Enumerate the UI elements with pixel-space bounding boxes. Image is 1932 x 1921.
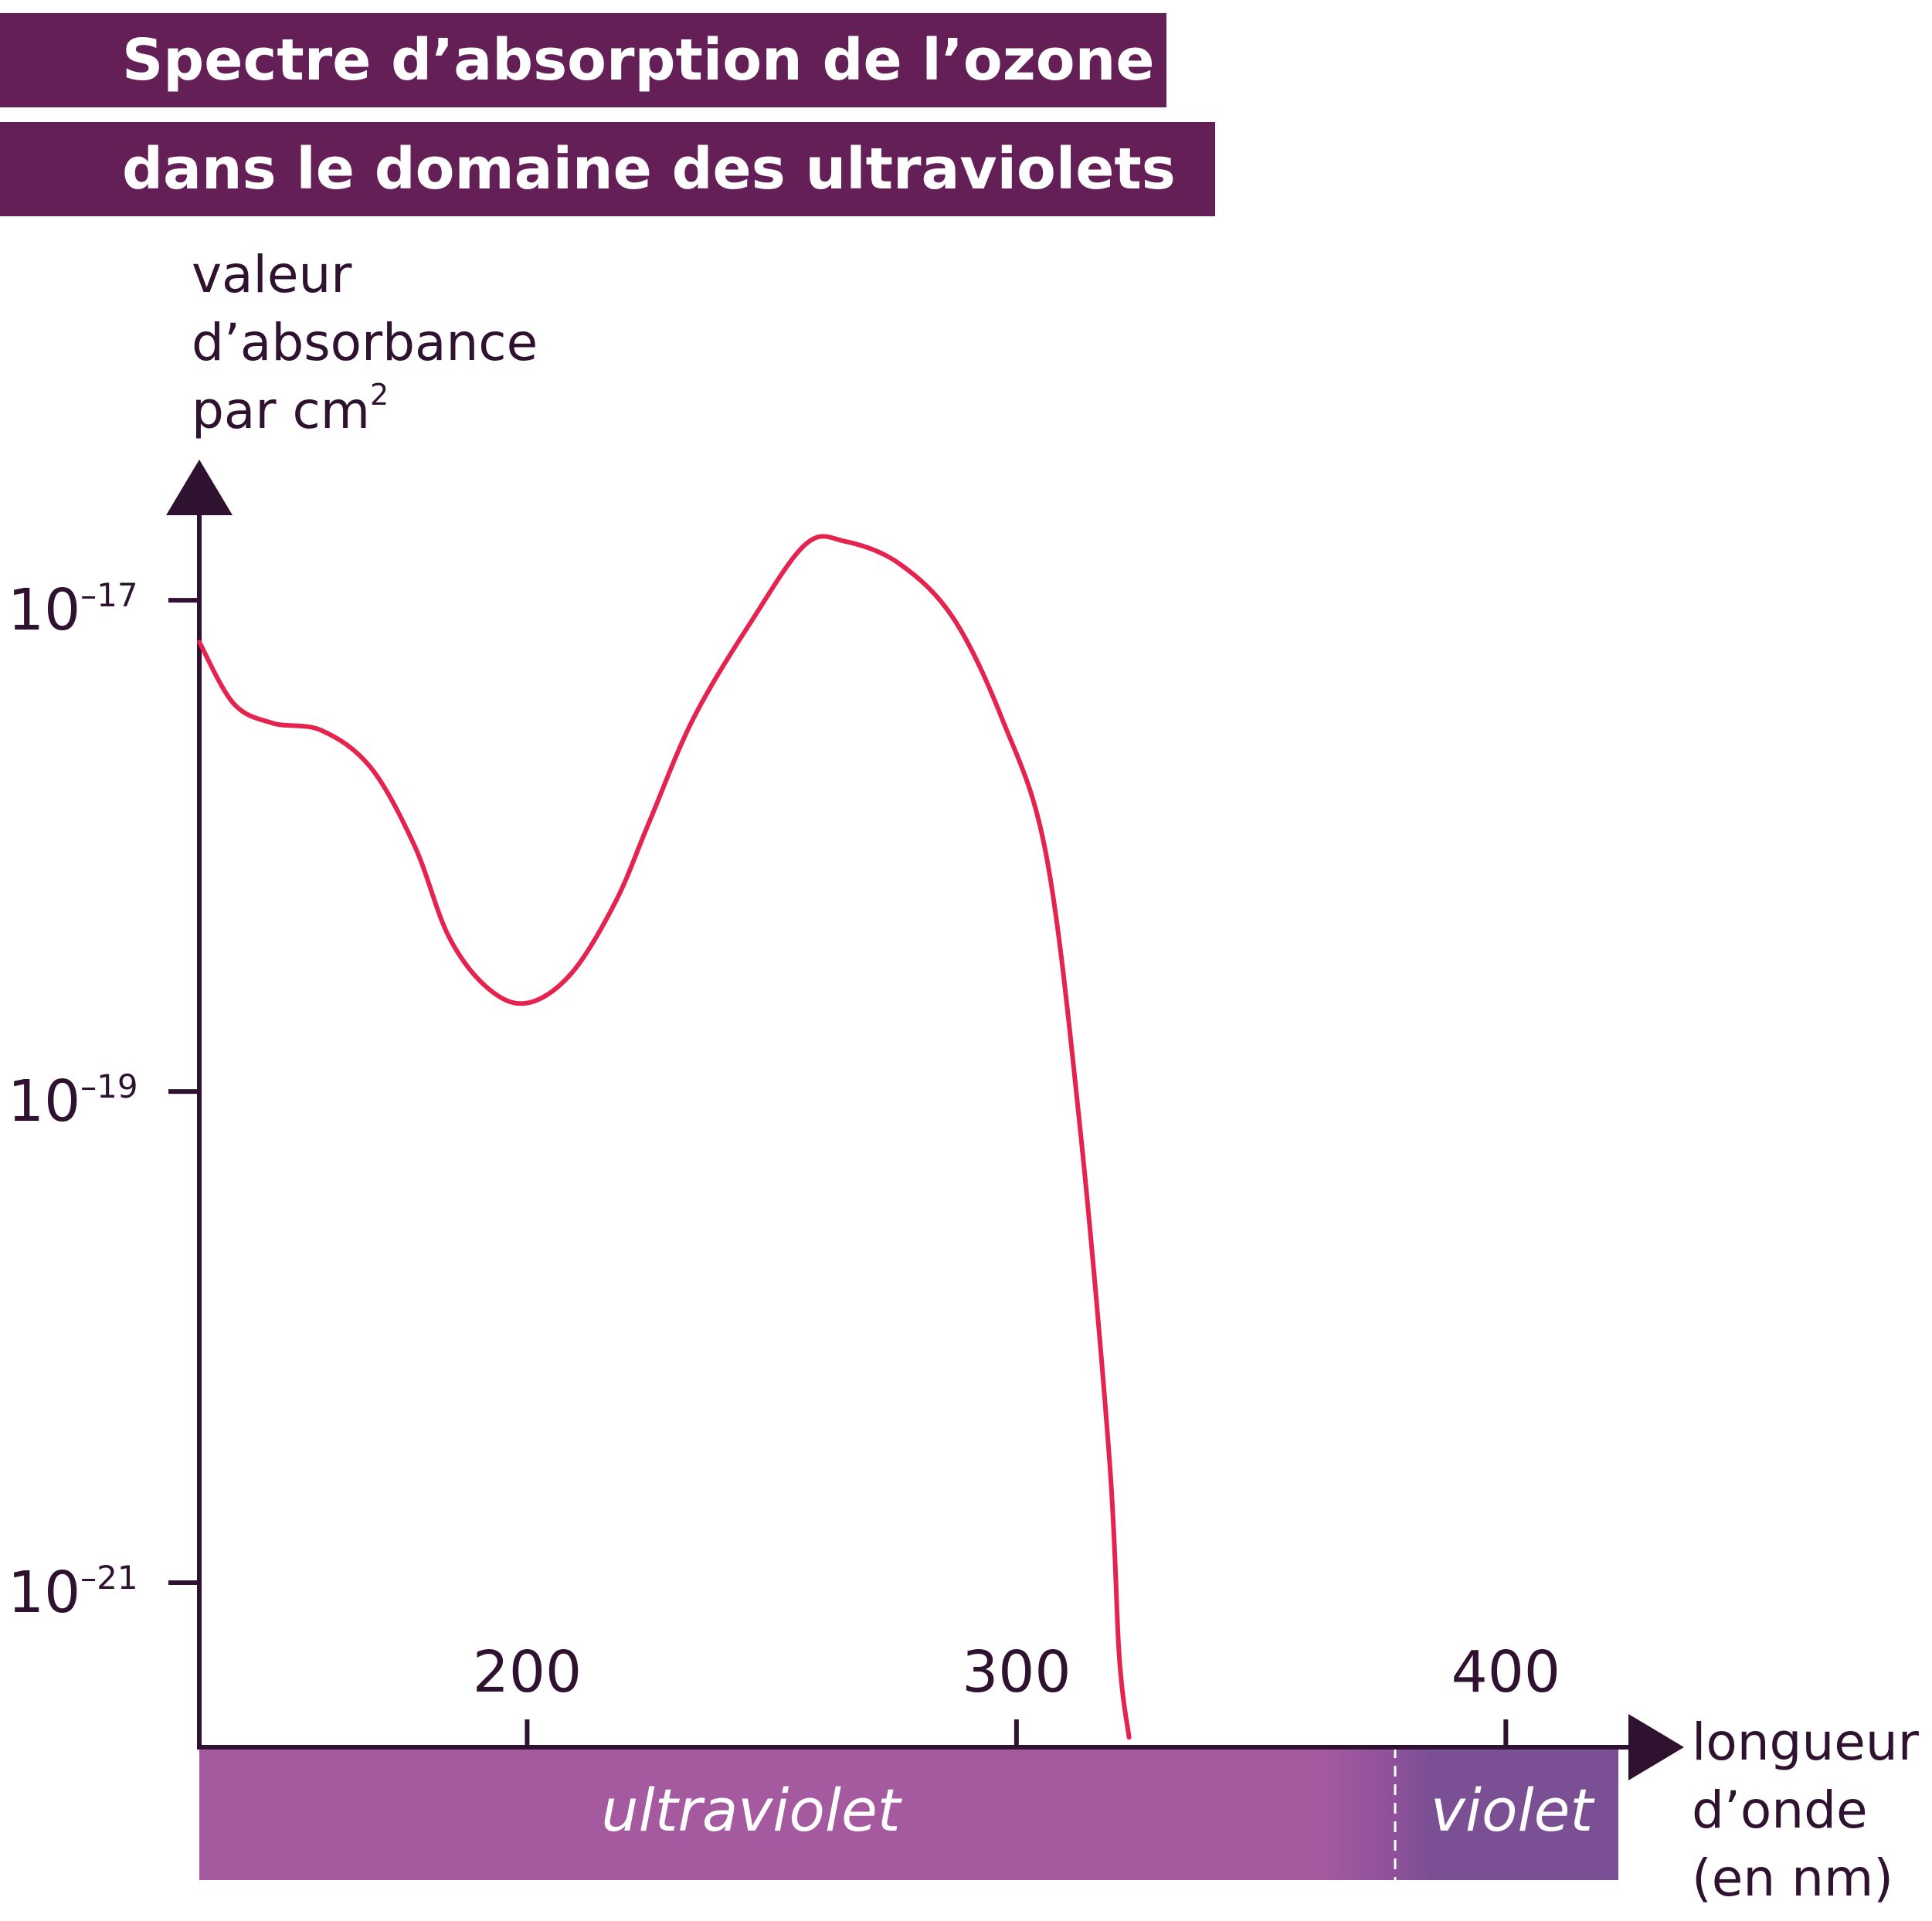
y-axis-label-superscript: 2 <box>370 378 389 412</box>
x-tick-label-200: 200 <box>473 1639 582 1705</box>
x-axis-label-line-2: d’onde <box>1692 1780 1868 1840</box>
x-axis-label-line-1: longueur <box>1692 1712 1920 1772</box>
band-label-violet: violet <box>1431 1776 1595 1845</box>
absorption-curve <box>197 534 1132 1740</box>
spectrum-band <box>199 1747 1618 1880</box>
x-axis-label: longueur d’onde (en nm) <box>1692 1712 1932 1908</box>
y-axis-label: valeur d’absorbance par cm2 <box>192 245 554 440</box>
title-line-1: Spectre d’absorption de l’ozone <box>122 27 1155 93</box>
y-tick-label-–21: 10–21 <box>8 1559 138 1626</box>
y-tick-label-–17: 10–17 <box>8 576 138 643</box>
title-banner-line-2: dans le domaine des ultraviolets <box>0 122 1215 216</box>
band-label-ultraviolet: ultraviolet <box>601 1776 902 1845</box>
x-axis-arrow <box>1628 1714 1684 1780</box>
x-axis-label-line-3: (en nm) <box>1692 1848 1893 1908</box>
y-axis-label-line-1: valeur <box>192 245 352 304</box>
axis-ticks: 200 300 400 10–17 10–19 10–21 <box>8 576 1560 1747</box>
y-axis-label-line-2: d’absorbance <box>192 313 538 372</box>
y-axis-label-line-3: par cm <box>192 381 370 440</box>
title-banner-line-1: Spectre d’absorption de l’ozone <box>0 13 1166 107</box>
y-tick-label-–19: 10–19 <box>8 1067 138 1135</box>
y-axis-arrow <box>166 460 233 515</box>
title-line-2: dans le domaine des ultraviolets <box>122 136 1176 202</box>
x-tick-label-400: 400 <box>1452 1639 1560 1705</box>
x-tick-label-300: 300 <box>962 1639 1071 1705</box>
